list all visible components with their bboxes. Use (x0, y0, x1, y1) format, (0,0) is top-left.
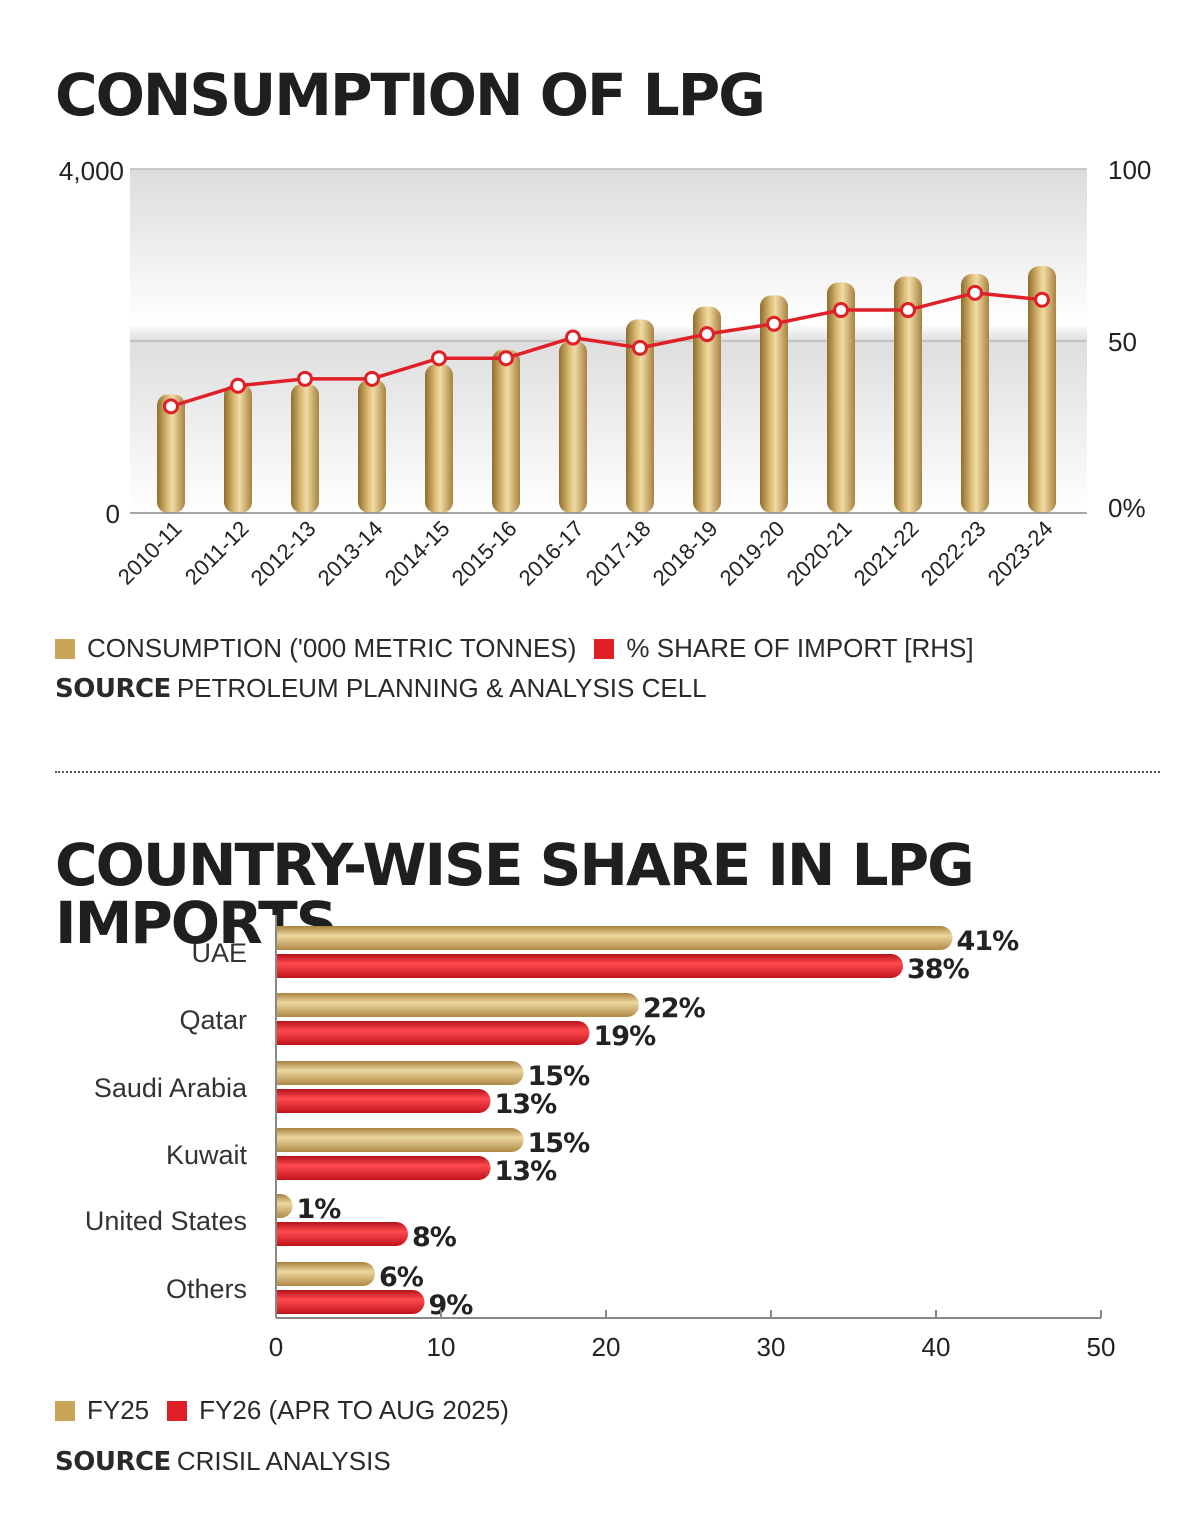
import-share-point (766, 315, 782, 332)
consumption-bar (492, 349, 520, 513)
bar-value-label: 8% (412, 1222, 457, 1253)
category-label: Saudi Arabia (94, 1073, 248, 1103)
consumption-bar (157, 394, 185, 513)
consumption-bar (1028, 266, 1056, 513)
consumption-bar (760, 295, 788, 513)
bar-value-label: 15% (528, 1061, 591, 1092)
import-share-point (967, 284, 983, 301)
bar-value-label: 13% (495, 1089, 558, 1120)
legend-swatch-consumption (55, 638, 75, 659)
consumption-bar (224, 384, 252, 513)
consumption-chart: 04,0000%501002010-112011-122012-132013-1… (59, 155, 1151, 591)
x-axis-tick-label: 0 (269, 1332, 283, 1362)
section-divider (55, 771, 1160, 773)
fy25-bar (264, 1061, 524, 1085)
right-axis-tick: 0% (1108, 493, 1146, 523)
left-axis-tick: 4,000 (59, 156, 124, 186)
x-axis-tick-label: 50 (1087, 1332, 1116, 1362)
bar-value-label: 6% (379, 1262, 424, 1293)
import-share-point (1034, 291, 1050, 308)
legend-label-consumption: CONSUMPTION ('000 METRIC TONNES) (87, 633, 577, 663)
import-share-point (498, 350, 514, 367)
category-label: United States (85, 1206, 247, 1236)
bar-value-label: 1% (297, 1194, 342, 1225)
import-share-point (699, 326, 715, 343)
category-label: Others (166, 1274, 247, 1304)
import-share-point (565, 329, 581, 346)
fy26-bar (264, 1290, 425, 1314)
fy25-bar (264, 1262, 375, 1286)
import-share-point (364, 370, 380, 387)
category-label: Kuwait (166, 1140, 248, 1170)
imports-chart: UAE 41%38%Qatar 22%19%Saudi Arabia 15%13%Ku… (85, 915, 1116, 1362)
x-axis-tick-label: 30 (757, 1332, 786, 1362)
bar-value-label: 22% (643, 993, 706, 1024)
fy25-bar (264, 993, 639, 1017)
right-axis-tick: 50 (1108, 327, 1137, 357)
left-axis-tick: 0 (106, 499, 120, 529)
consumption-bar (894, 276, 922, 513)
bar-value-label: 15% (528, 1128, 591, 1159)
import-share-line (170, 291, 1043, 409)
consumption-bar (626, 319, 654, 513)
legend-swatch-fy26 (167, 1400, 188, 1421)
bar-value-label: 19% (594, 1021, 657, 1052)
imports-source: SOURCE CRISIL ANALYSIS (55, 1446, 391, 1477)
fy25-bar (264, 926, 953, 950)
legend-swatch-fy25 (55, 1400, 75, 1421)
imports-legend: FY25 FY26 (APR TO AUG 2025) (55, 1395, 527, 1426)
fy26-bar (264, 1089, 491, 1113)
source-label: SOURCE (55, 1447, 171, 1477)
import-share-point (163, 398, 179, 415)
fy25-bar (264, 1128, 524, 1152)
legend-label-fy25: FY25 (87, 1395, 150, 1425)
right-axis-tick: 100 (1108, 155, 1151, 185)
consumption-chart-title: CONSUMPTION OF LPG (55, 61, 766, 129)
consumption-bar (291, 384, 319, 513)
consumption-bar (827, 282, 855, 513)
import-share-point (900, 302, 916, 319)
source-label: SOURCE (55, 674, 171, 704)
import-share-point (431, 350, 447, 367)
consumption-bar (961, 273, 989, 513)
consumption-bar (358, 379, 386, 513)
fy26-bar (264, 1156, 491, 1180)
consumption-bar (693, 306, 721, 513)
x-axis-tick-label: 40 (922, 1332, 951, 1362)
legend-swatch-import-share (594, 638, 615, 659)
import-share-point (230, 377, 246, 394)
import-share-point (833, 302, 849, 319)
category-label: UAE (191, 938, 247, 968)
consumption-bar (559, 341, 587, 513)
bar-value-label: 9% (429, 1290, 474, 1321)
category-label: Qatar (179, 1005, 247, 1035)
fy26-bar (264, 1021, 590, 1045)
fy26-bar (264, 954, 903, 978)
x-axis-tick-label: 20 (592, 1332, 621, 1362)
bar-value-label: 13% (495, 1156, 558, 1187)
x-axis-tick-label: 10 (427, 1332, 456, 1362)
consumption-source: SOURCE PETROLEUM PLANNING & ANALYSIS CELL (55, 673, 707, 704)
bar-value-label: 41% (957, 926, 1020, 957)
source-text: CRISIL ANALYSIS (176, 1446, 391, 1476)
bar-value-label: 38% (907, 954, 970, 985)
import-share-point (297, 370, 313, 387)
consumption-bar (425, 364, 453, 513)
import-share-point (632, 339, 648, 356)
source-text: PETROLEUM PLANNING & ANALYSIS CELL (176, 673, 707, 703)
consumption-legend: CONSUMPTION ('000 METRIC TONNES) % SHARE… (55, 633, 992, 664)
fy26-bar (264, 1222, 408, 1246)
legend-label-fy26: FY26 (APR TO AUG 2025) (199, 1395, 509, 1425)
legend-label-import-share: % SHARE OF IMPORT [RHS] (626, 633, 974, 663)
